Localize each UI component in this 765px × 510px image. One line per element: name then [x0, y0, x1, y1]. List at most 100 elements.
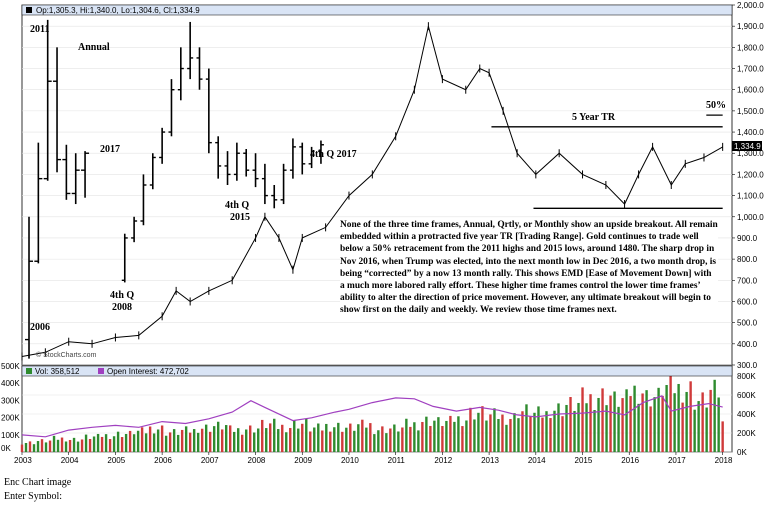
volume-left-tick-label: 300K [1, 396, 20, 405]
volume-bar [309, 431, 312, 452]
volume-bar [204, 424, 208, 452]
volume-bar [321, 430, 324, 452]
volume-bar [172, 429, 176, 452]
label-2006: 2006 [30, 322, 50, 333]
volume-bar [453, 421, 456, 452]
monthly-price-line [21, 22, 724, 361]
volume-right-tick-label: 200K [737, 429, 756, 438]
volume-bar [56, 439, 60, 452]
x-tick-label: 2003 [14, 456, 32, 465]
volume-bar [469, 407, 472, 452]
volume-bar [629, 396, 632, 452]
volume-bar [84, 434, 88, 452]
volume-bar [385, 433, 388, 452]
oi-legend-swatch [98, 368, 104, 374]
volume-bar [377, 430, 380, 452]
volume-bar [605, 405, 608, 452]
x-tick-label: 2016 [621, 456, 639, 465]
volume-bars [20, 374, 724, 452]
x-tick-label: 2012 [434, 456, 452, 465]
watermark: © StockCharts.com [36, 351, 97, 359]
volume-bar [437, 417, 440, 452]
volume-bar [621, 398, 624, 452]
volume-bar [397, 431, 400, 452]
price-tick-label: 400.0 [737, 340, 758, 349]
volume-bar [76, 441, 80, 452]
volume-bar [521, 411, 524, 452]
volume-bar [661, 395, 664, 452]
volume-bar [529, 416, 532, 452]
volume-bar [433, 420, 436, 452]
volume-bar [188, 432, 192, 452]
x-tick-label: 2009 [294, 456, 312, 465]
x-tick-label: 2017 [668, 456, 686, 465]
price-tick-label: 1,800.0 [737, 43, 764, 52]
volume-bar [72, 437, 76, 452]
price-tick-label: 1,500.0 [737, 107, 764, 116]
price-tick-label: 900.0 [737, 234, 758, 243]
volume-bar [709, 389, 712, 452]
price-tick-label: 1,000.0 [737, 213, 764, 222]
volume-bar [565, 404, 568, 452]
label-50-percent: 50% [706, 100, 726, 111]
volume-bar [677, 383, 680, 452]
volume-bar [417, 430, 420, 452]
volume-bar [281, 424, 284, 452]
volume-bar [369, 423, 372, 452]
x-tick-label: 2007 [201, 456, 219, 465]
x-tick-label: 2011 [388, 456, 406, 465]
volume-bar [116, 431, 120, 452]
volume-bar [441, 426, 444, 452]
volume-bar [597, 397, 600, 452]
x-tick-label: 2013 [481, 456, 499, 465]
volume-bar [509, 418, 512, 452]
volume-bar [673, 393, 676, 452]
volume-bar [100, 436, 104, 452]
volume-bar [176, 434, 180, 452]
volume-bar [701, 392, 704, 452]
volume-bar [497, 419, 500, 452]
volume-bar [265, 428, 268, 452]
volume-bar [477, 412, 480, 452]
volume-bar [212, 426, 216, 452]
volume-bar [581, 387, 584, 452]
volume-bar [501, 414, 504, 452]
price-tick-label: 1,700.0 [737, 65, 764, 74]
volume-bar [148, 426, 152, 452]
volume-bar [60, 437, 64, 452]
volume-bar [545, 411, 548, 452]
volume-bar [325, 423, 328, 452]
volume-right-tick-label: 400K [737, 410, 756, 419]
volume-bar [104, 434, 108, 452]
x-tick-label: 2006 [154, 456, 172, 465]
price-tick-label: 800.0 [737, 255, 758, 264]
volume-bar [301, 423, 304, 452]
volume-bar [705, 407, 708, 452]
x-tick-label: 2018 [715, 456, 733, 465]
volume-bar [168, 432, 172, 452]
volume-bar [457, 416, 460, 452]
volume-bar [653, 397, 656, 452]
volume-bar [541, 417, 544, 452]
vol-legend-swatch [26, 368, 32, 374]
volume-bar [200, 428, 204, 452]
header-square-icon [26, 7, 32, 13]
volume-bar [693, 409, 696, 452]
volume-bar [405, 418, 408, 452]
price-tick-label: 1,400.0 [737, 128, 764, 137]
label-4thq-2008-b: 2008 [112, 302, 132, 313]
last-price-box [732, 141, 762, 151]
volume-bar [557, 403, 560, 452]
volume-bar [585, 403, 588, 452]
volume-header-strip [21, 365, 733, 377]
x-tick-label: 2008 [248, 456, 266, 465]
volume-bar [717, 397, 720, 452]
volume-bar [533, 412, 536, 452]
x-tick-label: 2004 [61, 456, 79, 465]
volume-bar [665, 385, 668, 452]
volume-bar [88, 439, 92, 452]
volume-bar [505, 424, 508, 452]
x-tick-label: 2005 [107, 456, 125, 465]
volume-bar [609, 395, 612, 452]
footer-line-1: Enc Chart image [4, 477, 72, 488]
